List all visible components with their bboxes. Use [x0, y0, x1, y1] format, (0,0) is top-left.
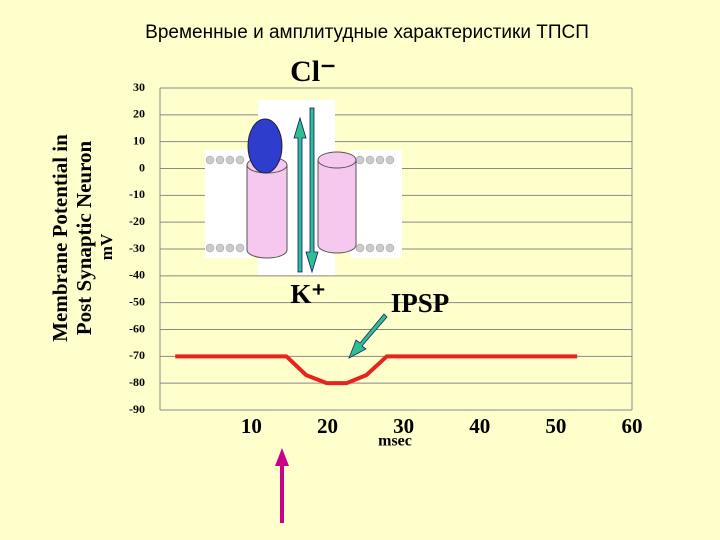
y-tick-label: -50 [129, 294, 145, 308]
ion-blocker [247, 118, 283, 174]
y-tick-label: -30 [129, 241, 145, 255]
y-tick-label: -40 [129, 268, 145, 282]
data-line [175, 354, 578, 386]
ipsp-arrow [348, 313, 388, 359]
arrow-up [293, 116, 307, 273]
y-tick-label: -20 [129, 214, 145, 228]
y-tick-label: -60 [129, 321, 145, 335]
x-tick-label: 40 [469, 414, 490, 438]
y-unit: mV [97, 233, 116, 260]
x-tick-label: 30 [393, 414, 414, 438]
x-tick-label: 20 [317, 414, 338, 438]
y-tick-label: 30 [133, 80, 145, 94]
y-label-line: Post Synaptic Neuron [72, 140, 96, 335]
y-tick-label: -80 [129, 375, 145, 389]
membrane [350, 150, 402, 258]
stimulus-arrow [275, 448, 289, 523]
channel-subunit [317, 159, 357, 254]
channel-illustration [205, 100, 402, 275]
chart-title: Временные и амплитудные характеристики Т… [145, 22, 589, 43]
annotation: Cl⁻ [290, 55, 336, 88]
membrane [205, 150, 250, 258]
y-tick-label: 20 [133, 107, 145, 121]
annotation: K⁺ [290, 279, 325, 309]
x-tick-label: 50 [545, 414, 566, 438]
channel-subunit [246, 164, 288, 259]
x-tick-label: 10 [241, 414, 262, 438]
y-tick-label: -90 [129, 402, 145, 416]
y-axis-label: Membrane Potential in Post Synaptic Neur… [48, 134, 96, 342]
arrow-down [305, 107, 319, 274]
y-label-line: Membrane Potential in [48, 134, 72, 342]
y-tick-label: -70 [129, 348, 145, 362]
y-tick-label: 0 [139, 160, 145, 174]
y-tick-label: 10 [133, 133, 145, 147]
x-tick-label: 60 [622, 414, 643, 438]
x-unit: msec [378, 433, 412, 450]
y-tick-label: -10 [129, 187, 145, 201]
annotation: IPSP [391, 288, 450, 318]
